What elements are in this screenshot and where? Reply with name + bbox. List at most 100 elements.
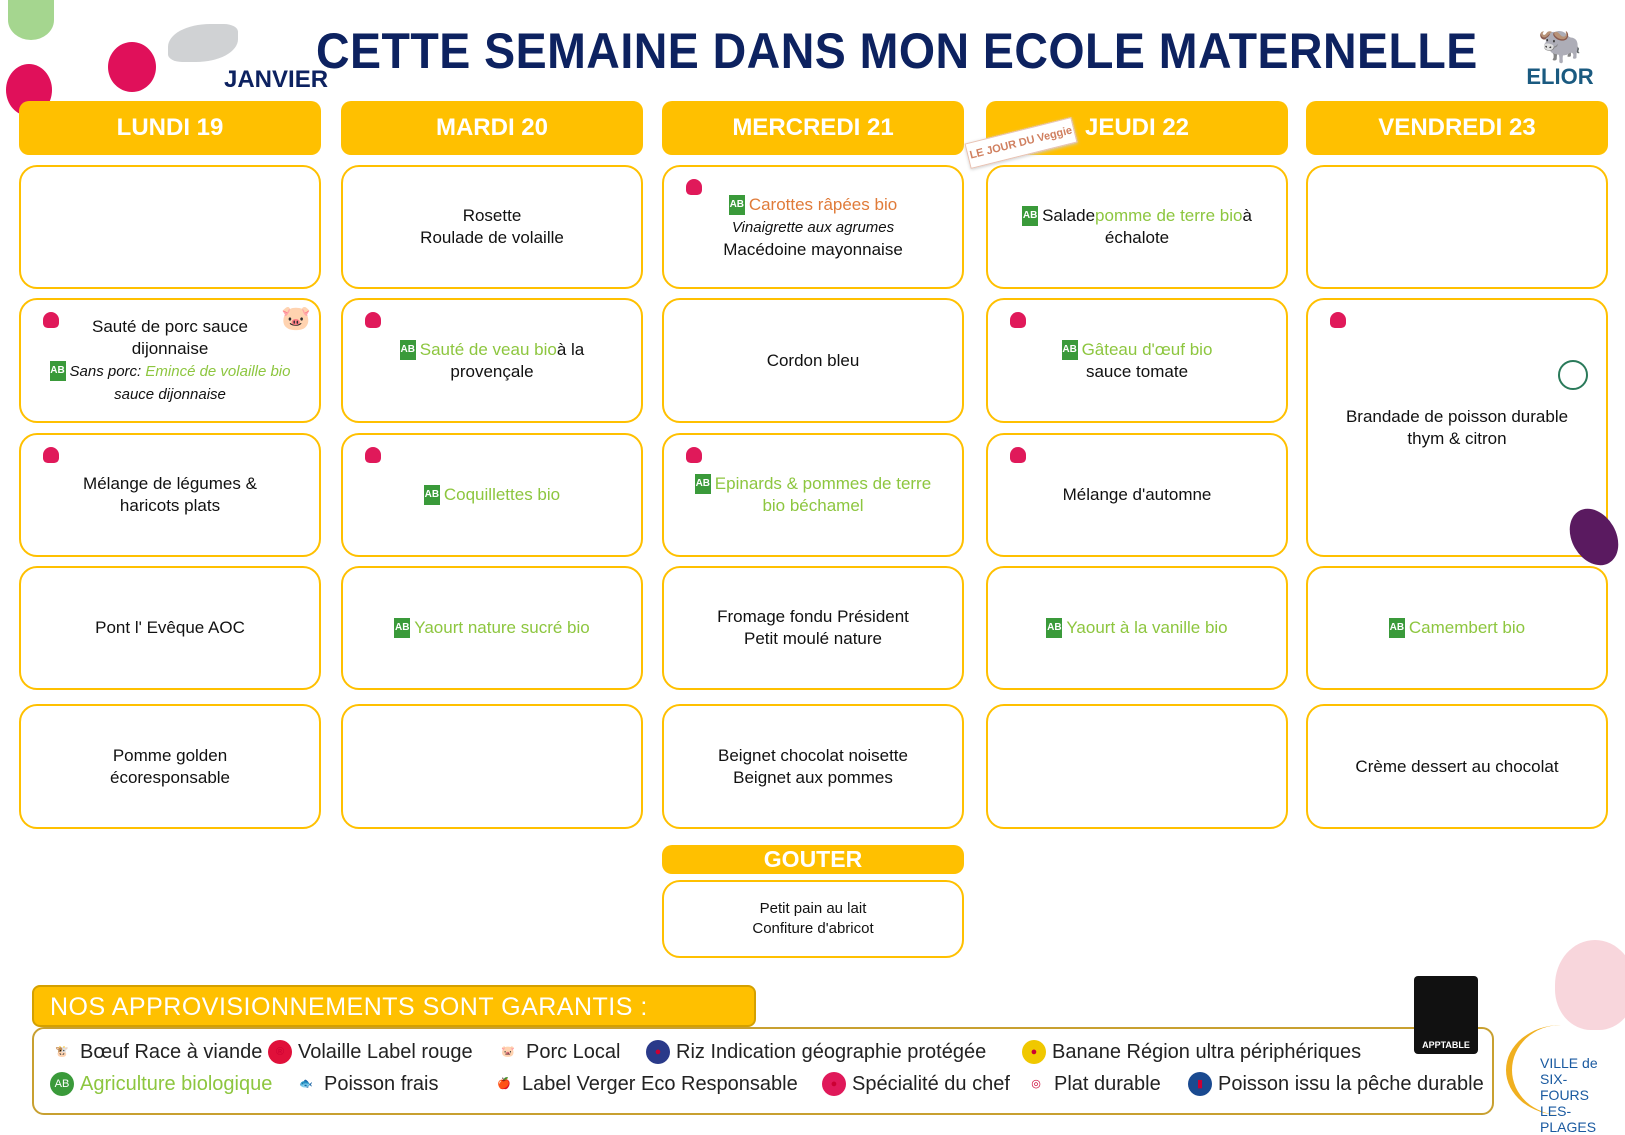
legend-icon: ◎ (1024, 1072, 1048, 1096)
organic-ab-icon: AB (49, 361, 66, 382)
organic-ab-icon: AB (423, 485, 440, 505)
organic-ab-icon: AB (1061, 339, 1078, 360)
legend-icon: ● (646, 1040, 670, 1064)
menu-cell: AB Yaourt nature sucré bio (341, 566, 643, 690)
dish-line: provençale (450, 361, 534, 381)
menu-cell: Cordon bleu (662, 298, 964, 423)
dish-alt: sauce dijonnaise (114, 385, 226, 403)
dish-line: Salade (1042, 206, 1096, 225)
dish-line: Petit moulé nature (744, 629, 882, 648)
menu-cell: AB Camembert bio (1306, 566, 1608, 690)
menu-cell: Beignet chocolat noisette Beignet aux pom… (662, 704, 964, 829)
dish-line: Sauté de veau bio (419, 339, 557, 359)
dish-line: Pomme golden (112, 745, 228, 765)
dish-line: Rosette (462, 206, 522, 225)
legend-label: Agriculture biologique (80, 1072, 273, 1095)
pork-icon: 🐷 (281, 305, 311, 332)
bison-icon: 🐃 (1537, 24, 1583, 65)
chef-specialty-icon (686, 447, 702, 463)
legend-icon: 🐟 (294, 1072, 318, 1096)
menu-cell: Brandade de poisson durable thym & citron (1306, 298, 1625, 574)
legend-icon: 🐷 (496, 1040, 520, 1064)
dish-line: Roulade de volaille (420, 228, 564, 247)
legend-label: Plat durable (1054, 1072, 1161, 1095)
menu-cell (986, 704, 1288, 829)
legend-item: ● Banane Région ultra périphériques (1022, 1040, 1361, 1064)
day-header: VENDREDI 23 (1306, 101, 1608, 155)
dish-line: Macédoine mayonnaise (723, 239, 903, 259)
dish-line: Beignet aux pommes (733, 767, 893, 787)
menu-cell (19, 165, 321, 289)
menu-cell: AB Epinards & pommes de terre bio béchamel (662, 433, 964, 557)
gouter-line: Petit pain au lait (759, 900, 867, 917)
legend-label: Spécialité du chef (852, 1072, 1010, 1095)
legend-item: 🍎 Label Verger Eco Responsable (492, 1072, 798, 1096)
brand-name: ELIOR (1526, 64, 1594, 89)
organic-ab-icon: AB (399, 339, 416, 360)
chef-specialty-icon (1330, 312, 1346, 328)
legend-icon: ® (268, 1040, 292, 1064)
gouter-cell: Petit pain au lait Confiture d'abricot (662, 880, 964, 958)
dish-line: à (1242, 206, 1252, 225)
dish-line: Epinards & pommes de terre (714, 474, 932, 493)
menu-cell: Sauté de porc sauce dijonnaise AB Sans porc… (19, 298, 321, 423)
dish-line: Pont l' Evêque AOC (95, 618, 245, 637)
organic-ab-icon: AB (728, 195, 745, 216)
organic-ab-icon: AB (1046, 618, 1063, 638)
dish-line: écoresponsable (109, 767, 231, 787)
dish-alt: Emincé de volaille bio (145, 362, 291, 380)
qr-code[interactable]: APPTABLE (1414, 976, 1478, 1054)
legend-icon: 🍎 (492, 1072, 516, 1096)
menu-cell: AB Carottes râpées bio Vinaigrette aux agr… (662, 165, 964, 289)
legend-label: Banane Région ultra périphériques (1052, 1040, 1362, 1063)
dish-line: Fromage fondu Président (717, 607, 909, 626)
dish-line: Cordon bleu (766, 350, 860, 370)
legend-label: Volaille Label rouge (298, 1040, 473, 1063)
legend-label: Bœuf Race à viande (80, 1040, 263, 1063)
chef-specialty-icon (1010, 312, 1026, 328)
menu-cell (1306, 165, 1608, 289)
menu-cell: Crème dessert au chocolat (1306, 704, 1608, 829)
legend-item: 🐮 Bœuf Race à viande (50, 1040, 262, 1064)
fish-decoration (168, 24, 238, 62)
chef-specialty-icon (365, 447, 381, 463)
legend-icon: AB (50, 1072, 74, 1096)
menu-cell: AB Gâteau d'œuf bio sauce tomate (986, 298, 1288, 423)
legend-icon: 🐮 (50, 1040, 74, 1064)
dish-line: Brandade de poisson durable (1345, 406, 1569, 426)
chef-specialty-icon (43, 447, 59, 463)
legend-item: ● Riz Indication géographie protégée (646, 1040, 986, 1064)
chef-specialty-icon (365, 312, 381, 328)
legend-label: Riz Indication géographie protégée (676, 1040, 987, 1063)
menu-cell: AB Yaourt à la vanille bio (986, 566, 1288, 690)
dish-line: sauce tomate (1085, 361, 1189, 381)
legend-label: Poisson frais (324, 1072, 439, 1095)
dish-line: Beignet chocolat noisette (718, 745, 908, 765)
legend-item: ◎ Plat durable (1024, 1072, 1161, 1096)
legend-item: ® Volaille Label rouge (268, 1040, 473, 1064)
town-logo: VILLE de SIX-FOURS LES-PLAGES (1506, 1025, 1616, 1135)
organic-ab-icon: AB (394, 618, 411, 638)
dish-line: Camembert bio (1408, 618, 1526, 637)
strawberry-decoration (1555, 940, 1625, 1030)
legend-item: ● Spécialité du chef (822, 1072, 1010, 1096)
elior-logo: 🐃 ELIOR (1520, 26, 1600, 90)
dish-line: Yaourt nature sucré bio (414, 618, 590, 637)
dish-line: dijonnaise (131, 338, 209, 358)
day-header: LUNDI 19 (19, 101, 321, 155)
organic-ab-icon: AB (1022, 206, 1039, 226)
gouter-header: GOUTER (662, 845, 964, 874)
menu-cell: Fromage fondu Président Petit moulé natur… (662, 566, 964, 690)
legend-label: Porc Local (526, 1040, 621, 1063)
legend-item: 🐟 Poisson frais (294, 1072, 439, 1096)
dish-line: pomme de terre bio (1095, 206, 1243, 225)
menu-cell: AB Coquillettes bio (341, 433, 643, 557)
legend-icon: ● (1022, 1040, 1046, 1064)
legend-label: Poisson issu la pêche durable (1218, 1072, 1484, 1095)
legend-item: 🐷 Porc Local (496, 1040, 621, 1064)
dish-line: échalote (1104, 228, 1170, 247)
dish-line: bio béchamel (762, 496, 864, 515)
alt-prefix: Sans porc: (69, 362, 146, 380)
menu-cell: Mélange de légumes & haricots plats (19, 433, 321, 557)
dish-line: Gâteau d'œuf bio (1081, 339, 1213, 359)
